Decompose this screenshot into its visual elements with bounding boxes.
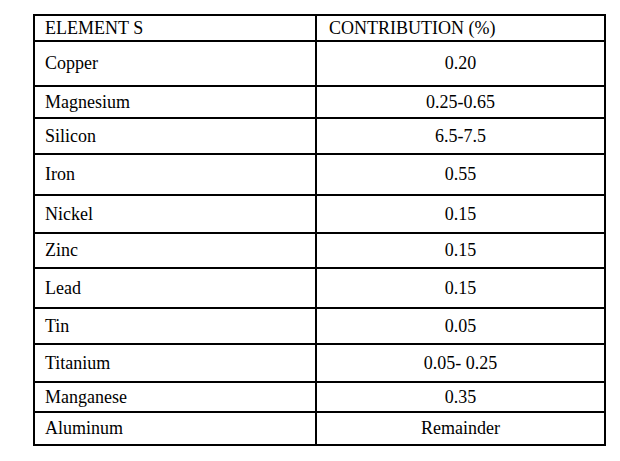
contribution-cell: 0.15 [316,195,605,233]
table-row: Aluminum Remainder [34,412,605,445]
element-cell: Titanium [34,344,316,382]
element-cell: Zinc [34,233,316,268]
contribution-cell: 0.15 [316,268,605,308]
table-row: Magnesium 0.25-0.65 [34,86,605,118]
element-cell: Lead [34,268,316,308]
element-cell: Manganese [34,382,316,412]
element-cell: Nickel [34,195,316,233]
contribution-cell: 0.35 [316,382,605,412]
table-row: Copper 0.20 [34,41,605,86]
column-header-contribution: CONTRIBUTION (%) [316,15,605,41]
contribution-cell: 0.25-0.65 [316,86,605,118]
table-header-row: ELEMENT S CONTRIBUTION (%) [34,15,605,41]
contribution-cell: 0.15 [316,233,605,268]
column-header-element: ELEMENT S [34,15,316,41]
table-row: Zinc 0.15 [34,233,605,268]
contribution-cell: 0.05- 0.25 [316,344,605,382]
contribution-cell: 6.5-7.5 [316,118,605,154]
contribution-cell: 0.05 [316,308,605,344]
element-cell: Tin [34,308,316,344]
contribution-cell: 0.55 [316,154,605,195]
table-row: Tin 0.05 [34,308,605,344]
element-cell: Aluminum [34,412,316,445]
element-cell: Magnesium [34,86,316,118]
contribution-cell: 0.20 [316,41,605,86]
element-cell: Iron [34,154,316,195]
element-cell: Silicon [34,118,316,154]
table-row: Manganese 0.35 [34,382,605,412]
table-row: Titanium 0.05- 0.25 [34,344,605,382]
contribution-cell: Remainder [316,412,605,445]
table-row: Lead 0.15 [34,268,605,308]
table-row: Iron 0.55 [34,154,605,195]
table-row: Nickel 0.15 [34,195,605,233]
document-page: ELEMENT S CONTRIBUTION (%) Copper 0.20 M… [0,0,620,461]
table-row: Silicon 6.5-7.5 [34,118,605,154]
element-cell: Copper [34,41,316,86]
alloy-composition-table: ELEMENT S CONTRIBUTION (%) Copper 0.20 M… [33,14,606,446]
